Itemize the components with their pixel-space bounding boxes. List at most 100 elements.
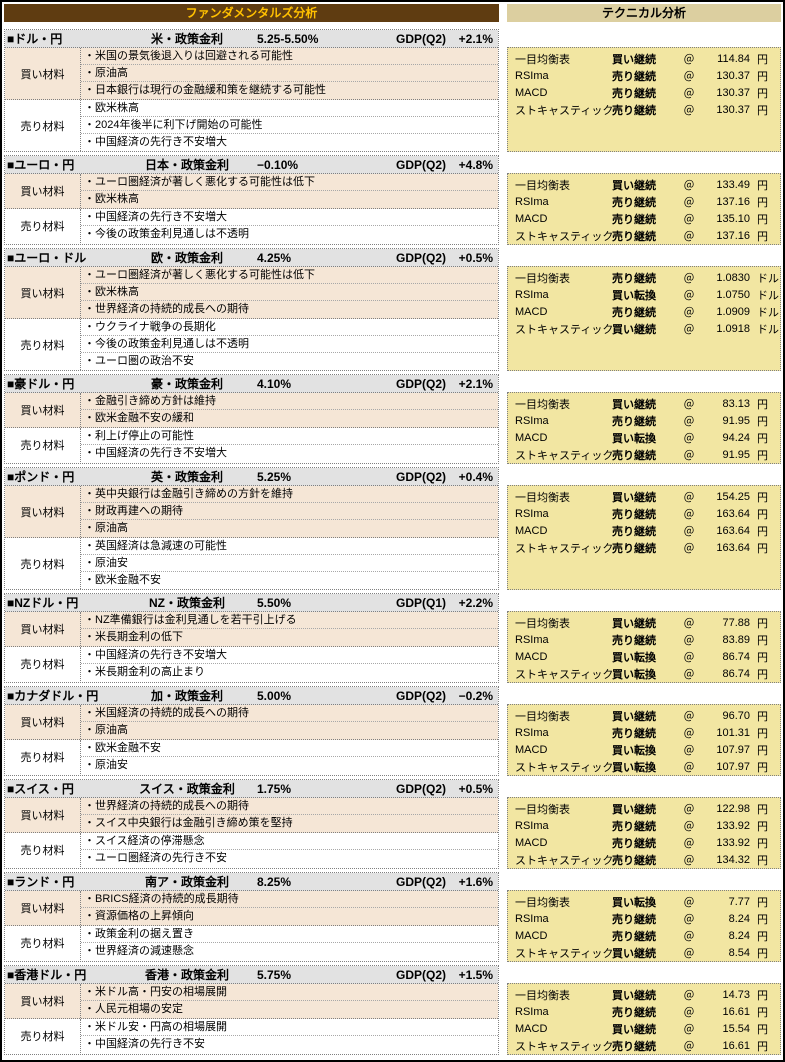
indicator-signal: 買い継続 bbox=[612, 1023, 656, 1036]
sell-factors-group: 売り材料 ・中国経済の先行き不安増大 ・米長期金利の高止まり bbox=[5, 647, 498, 681]
technical-indicator-row: RSIma 売り継続 ＠ 163.64 円 bbox=[508, 505, 780, 522]
indicator-unit: 円 bbox=[757, 854, 768, 867]
technical-indicator-row: MACD 買い転換 ＠ 94.24 円 bbox=[508, 429, 780, 446]
indicator-unit: 円 bbox=[757, 213, 768, 226]
technical-header-spacer bbox=[507, 872, 781, 890]
indicator-unit: 円 bbox=[757, 542, 768, 555]
technical-indicator-row: ストキャスティック 売り継続 ＠ 137.16 円 bbox=[508, 227, 780, 244]
technical-panel: 一目均衡表 買い継続 ＠ 133.49 円 RSIma 売り継続 ＠ 137.16 円 MACD 売り… bbox=[507, 173, 781, 245]
sell-factor-item: ・欧米金融不安 bbox=[81, 740, 498, 757]
fundamental-block: ■ポンド・円 英・政策金利 5.25% GDP(Q2) +0.4% 買い材料 ・… bbox=[4, 467, 499, 590]
indicator-unit: 円 bbox=[757, 398, 768, 411]
fundamental-block: ■香港ドル・円 香港・政策金利 5.75% GDP(Q2) +1.5% 買い材料… bbox=[4, 965, 499, 1055]
indicator-value: 163.64 bbox=[716, 541, 750, 554]
currency-section: ■スイス・円 スイス・政策金利 1.75% GDP(Q2) +0.5% 買い材料… bbox=[4, 779, 781, 869]
factors-table: 買い材料 ・米国経済の持続的成長への期待 ・原油高 売り材料 ・欧米金融不安 ・原油… bbox=[5, 705, 498, 774]
indicator-unit: 円 bbox=[757, 491, 768, 504]
indicator-value: 122.98 bbox=[716, 802, 750, 815]
indicator-value: 14.73 bbox=[722, 988, 750, 1001]
section-header-row: ■ランド・円 南ア・政策金利 8.25% GDP(Q2) +1.6% bbox=[5, 873, 498, 891]
sell-factors-items: ・スイス経済の停滞懸念 ・ユーロ圏経済の先行き不安 bbox=[81, 833, 498, 867]
indicator-unit: 円 bbox=[757, 727, 768, 740]
indicator-value: 154.25 bbox=[716, 490, 750, 503]
indicator-value: 133.92 bbox=[716, 836, 750, 849]
indicator-unit: 円 bbox=[757, 820, 768, 833]
technical-indicator-row: 一目均衡表 買い継続 ＠ 14.73 円 bbox=[508, 986, 780, 1003]
technical-panel: 一目均衡表 買い継続 ＠ 114.84 円 RSIma 売り継続 ＠ 130.37 円 MACD 売り… bbox=[507, 47, 781, 152]
buy-factor-item: ・日本銀行は現行の金融緩和策を継続する可能性 bbox=[84, 84, 326, 96]
buy-factor-item: ・金融引き締め方針は維持 bbox=[81, 393, 498, 410]
technical-indicator-row: RSIma 売り継続 ＠ 8.24 円 bbox=[508, 910, 780, 927]
technical-panel: 一目均衡表 買い継続＠ 14.73 円 RSIma 売り継続＠ 16.61 円 MACD 買い継続… bbox=[507, 983, 781, 1055]
indicator-name: MACD bbox=[515, 836, 548, 849]
indicator-signal: 売り継続 bbox=[612, 230, 656, 243]
gdp-label: GDP(Q2) bbox=[395, 781, 446, 796]
indicator-name: ストキャスティック bbox=[515, 104, 614, 117]
policy-rate-label: 欧・政策金利 bbox=[150, 251, 223, 265]
sell-factors-label: 売り材料 bbox=[5, 740, 81, 774]
panel-spacer bbox=[499, 248, 507, 371]
section-header-row: ■豪ドル・円 豪・政策金利 4.10% GDP(Q2) +2.1% bbox=[5, 375, 498, 393]
buy-factors-label: 買い材料 bbox=[5, 267, 81, 318]
buy-factors-items: ・世界経済の持続的成長への期待 ・スイス中央銀行は金融引き締め策を堅持 bbox=[81, 798, 498, 832]
sell-factors-label: 売り材料 bbox=[5, 926, 81, 960]
gdp-label: GDP(Q2) bbox=[395, 157, 446, 172]
indicator-name: RSIma bbox=[515, 912, 549, 925]
indicator-name: RSIma bbox=[515, 819, 549, 832]
sell-factors-label: 売り材料 bbox=[5, 100, 81, 151]
buy-factor-item: ・米国の景気後退入りは回避される可能性 bbox=[81, 48, 498, 65]
technical-block: 一目均衡表 買い継続＠ 14.73 円 RSIma 売り継続＠ 16.61 円 MACD 買い継続… bbox=[507, 965, 781, 1055]
indicator-signal: 買い転換 bbox=[612, 668, 656, 681]
pair-name: ■ドル・円 bbox=[7, 32, 63, 46]
technical-block: 一目均衡表 買い継続 ＠ 83.13 円 RSIma 売り継続 ＠ 91.95 円 MACD 買い転換… bbox=[507, 374, 781, 464]
pair-name: ■香港ドル・円 bbox=[7, 968, 87, 982]
policy-rate-value: 4.25% bbox=[257, 250, 292, 265]
policy-rate-value: 8.25% bbox=[257, 874, 292, 889]
at-symbol: ＠ bbox=[683, 398, 695, 411]
at-symbol: ＠ bbox=[683, 432, 695, 445]
indicator-unit: 円 bbox=[757, 930, 768, 943]
section-header-row: ■ユーロ・ドル 欧・政策金利 4.25% GDP(Q2) +0.5% bbox=[5, 249, 498, 267]
technical-panel: 一目均衡表 買い継続 ＠ 96.70 円 RSIma 売り継続 ＠ 101.31 円 MACD 買い転… bbox=[507, 704, 781, 776]
indicator-name: ストキャスティック bbox=[515, 1040, 614, 1053]
sell-factors-label: 売り材料 bbox=[5, 833, 81, 867]
at-symbol: ＠ bbox=[683, 272, 695, 285]
technical-indicator-row: ストキャスティック 売り継続 ＠ 130.37 円 bbox=[508, 101, 780, 118]
technical-block: 一目均衡表 買い継続 ＠ 133.49 円 RSIma 売り継続 ＠ 137.16 円 MACD 売り… bbox=[507, 155, 781, 245]
indicator-unit: 円 bbox=[757, 634, 768, 647]
indicator-value: 8.24 bbox=[728, 912, 750, 925]
policy-rate-value: 1.75% bbox=[257, 781, 292, 796]
sell-factors-items: ・米ドル安・円高の相場展開 ・中国経済の先行き不安 bbox=[81, 1019, 498, 1053]
indicator-value: 1.0918 bbox=[716, 322, 750, 335]
at-symbol: ＠ bbox=[683, 415, 695, 428]
panel-spacer bbox=[499, 779, 507, 869]
indicator-unit: ドル bbox=[757, 289, 779, 302]
gdp-label: GDP(Q2) bbox=[395, 688, 446, 703]
buy-factor-item: ・原油高 bbox=[84, 724, 128, 736]
indicator-value: 94.24 bbox=[722, 431, 750, 444]
indicator-value: 1.0750 bbox=[716, 288, 750, 301]
pair-name: ■スイス・円 bbox=[7, 782, 74, 796]
at-symbol: ＠ bbox=[683, 651, 695, 664]
indicator-value: 107.97 bbox=[716, 760, 750, 773]
buy-factors-group: 買い材料 ・英中央銀行は金融引き締めの方針を維持 ・財政再建への期待 ・原油高 bbox=[5, 486, 498, 538]
pair-name: ■ユーロ・ドル bbox=[7, 251, 87, 265]
indicator-signal: 売り継続 bbox=[612, 930, 656, 943]
technical-block: 一目均衡表 売り継続＠ 1.0830 ドル RSIma 買い転換＠ 1.0750 ドル MACD… bbox=[507, 248, 781, 371]
buy-factor-item: ・英中央銀行は金融引き締めの方針を維持 bbox=[81, 486, 498, 503]
policy-rate-value: 5.00% bbox=[257, 688, 292, 703]
currency-section: ■豪ドル・円 豪・政策金利 4.10% GDP(Q2) +2.1% 買い材料 ・… bbox=[4, 374, 781, 464]
gdp-label: GDP(Q2) bbox=[395, 469, 446, 484]
indicator-unit: 円 bbox=[757, 432, 768, 445]
buy-factors-items: ・NZ準備銀行は金利見通しを若干引上げる ・米長期金利の低下 bbox=[81, 612, 498, 646]
indicator-value: 91.95 bbox=[722, 414, 750, 427]
buy-factor-item: ・世界経済の持続的成長への期待 bbox=[81, 798, 498, 815]
at-symbol: ＠ bbox=[683, 542, 695, 555]
indicator-signal: 売り継続 bbox=[612, 196, 656, 209]
top-header-row: ファンダメンタルズ分析 テクニカル分析 bbox=[4, 4, 781, 22]
buy-factors-label: 買い材料 bbox=[5, 984, 81, 1018]
buy-factors-label: 買い材料 bbox=[5, 705, 81, 739]
indicator-value: 15.54 bbox=[722, 1022, 750, 1035]
indicator-signal: 売り継続 bbox=[612, 913, 656, 926]
indicator-signal: 売り継続 bbox=[612, 820, 656, 833]
